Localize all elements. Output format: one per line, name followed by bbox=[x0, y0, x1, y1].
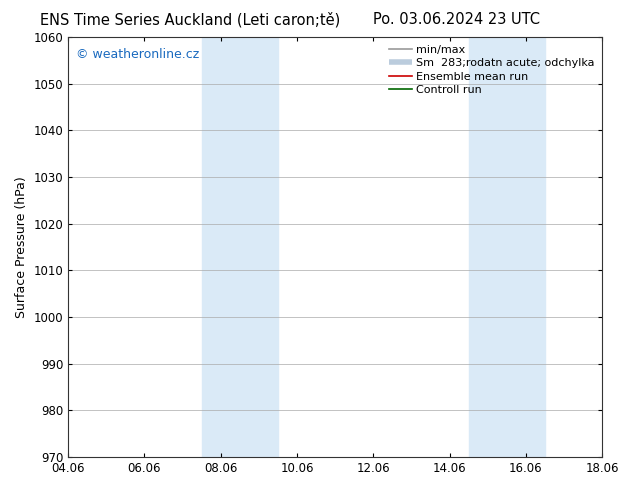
Text: Po. 03.06.2024 23 UTC: Po. 03.06.2024 23 UTC bbox=[373, 12, 540, 27]
Bar bbox=[202, 37, 278, 457]
Bar bbox=[469, 37, 545, 457]
Legend: min/max, Sm  283;rodatn acute; odchylka, Ensemble mean run, Controll run: min/max, Sm 283;rodatn acute; odchylka, … bbox=[387, 43, 597, 97]
Text: © weatheronline.cz: © weatheronline.cz bbox=[76, 48, 200, 61]
Y-axis label: Surface Pressure (hPa): Surface Pressure (hPa) bbox=[15, 176, 28, 318]
Text: ENS Time Series Auckland (Leti caron;tě): ENS Time Series Auckland (Leti caron;tě) bbox=[40, 12, 340, 28]
